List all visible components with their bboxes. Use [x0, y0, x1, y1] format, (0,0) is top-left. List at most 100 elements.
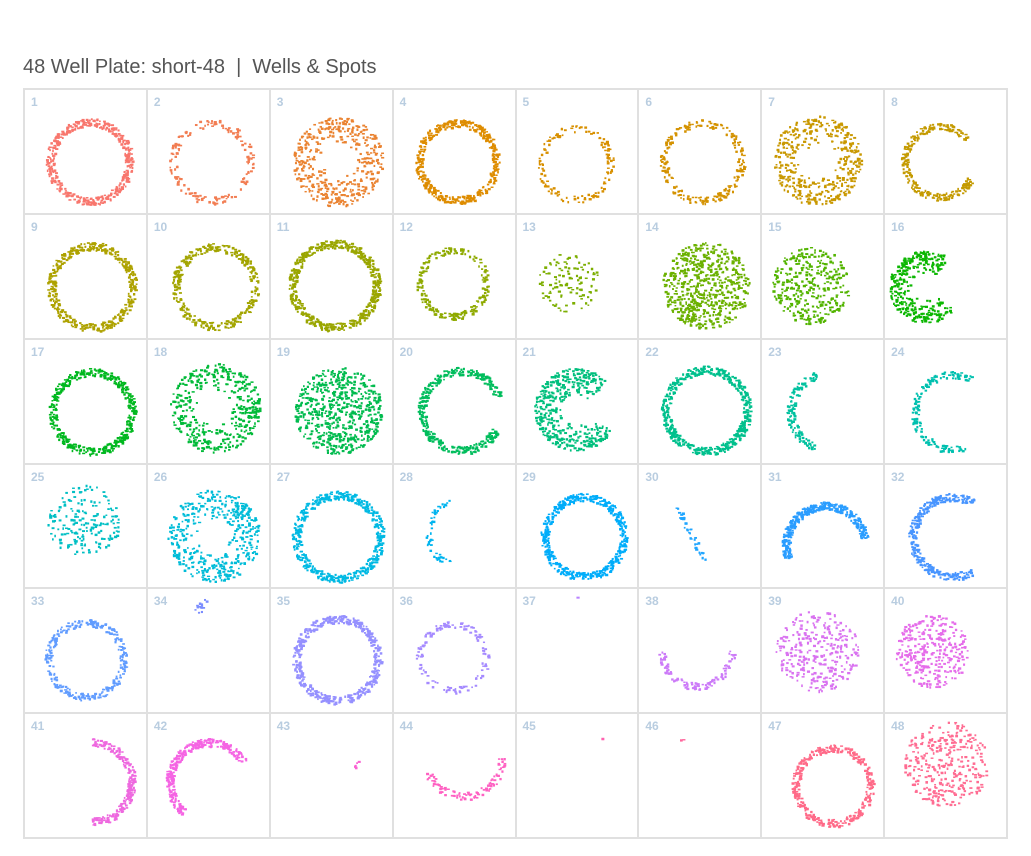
- spot: [247, 260, 249, 264]
- spot: [61, 253, 64, 257]
- spot: [338, 191, 341, 194]
- spot: [950, 193, 953, 197]
- spot: [463, 311, 466, 315]
- spot: [787, 180, 790, 183]
- spot: [83, 203, 85, 206]
- spot: [58, 189, 62, 192]
- spot: [905, 148, 909, 151]
- spot: [60, 182, 63, 185]
- spot: [448, 196, 451, 199]
- spot: [900, 295, 903, 298]
- spot: [98, 244, 101, 247]
- spot: [548, 136, 551, 139]
- spot: [114, 190, 117, 194]
- spot: [794, 318, 798, 322]
- spot: [233, 319, 236, 323]
- spot: [836, 281, 840, 285]
- spot: [734, 304, 738, 307]
- spot: [699, 279, 702, 282]
- spot: [175, 177, 178, 180]
- spot: [314, 320, 318, 323]
- spot: [302, 258, 305, 261]
- spot: [493, 180, 496, 183]
- spot: [478, 190, 481, 193]
- spot: [734, 289, 737, 292]
- spot: [134, 288, 137, 292]
- spot: [688, 304, 692, 307]
- spot: [322, 324, 326, 326]
- spot: [919, 194, 922, 197]
- spot: [732, 268, 735, 271]
- spot: [82, 122, 86, 125]
- spot: [362, 192, 365, 195]
- spot: [311, 317, 315, 320]
- spot: [377, 162, 380, 165]
- spot: [376, 295, 379, 298]
- spot: [590, 284, 593, 287]
- spot: [311, 174, 315, 176]
- spot: [126, 165, 129, 168]
- spot: [906, 161, 911, 164]
- spot: [797, 148, 800, 150]
- spot: [807, 146, 811, 149]
- spot: [541, 169, 545, 172]
- spot: [686, 125, 690, 128]
- spot: [128, 160, 131, 163]
- spot: [380, 152, 384, 155]
- spot: [295, 259, 299, 262]
- spot: [376, 172, 380, 175]
- spot: [294, 295, 298, 299]
- spot: [376, 180, 379, 183]
- spot: [57, 260, 61, 263]
- spot: [580, 195, 583, 198]
- spot: [52, 163, 56, 167]
- spot: [189, 258, 193, 260]
- spot: [249, 260, 252, 263]
- spot: [839, 260, 843, 264]
- spot: [485, 140, 489, 142]
- spot: [307, 250, 311, 253]
- spot: [668, 298, 673, 302]
- spot: [683, 310, 687, 314]
- spot: [56, 306, 59, 309]
- spot: [837, 125, 841, 129]
- spot: [826, 255, 830, 258]
- spot: [780, 297, 783, 299]
- spot: [846, 149, 850, 152]
- spot: [666, 295, 670, 298]
- spot: [52, 265, 55, 267]
- spot: [672, 311, 675, 313]
- spot: [962, 132, 964, 135]
- spot: [798, 133, 801, 137]
- spot: [108, 324, 112, 326]
- spot: [742, 170, 746, 173]
- spot: [67, 123, 71, 127]
- spot: [93, 323, 97, 326]
- spot: [447, 251, 449, 254]
- spot: [719, 325, 723, 328]
- spot: [312, 197, 315, 201]
- spot: [449, 249, 452, 253]
- spot: [849, 138, 853, 140]
- spot: [64, 133, 68, 136]
- spot: [355, 125, 359, 127]
- well-spots-4: [414, 119, 501, 205]
- spot: [308, 180, 311, 183]
- spot: [713, 308, 717, 310]
- spot: [939, 125, 942, 127]
- spot: [85, 202, 88, 205]
- spot: [452, 312, 456, 316]
- well-spots-13: [538, 253, 599, 313]
- spot: [230, 251, 234, 254]
- spot: [126, 171, 130, 174]
- spot: [969, 180, 973, 183]
- spot: [368, 264, 372, 266]
- spot: [311, 157, 315, 161]
- spot: [684, 274, 688, 277]
- spot: [706, 311, 710, 314]
- spot: [811, 122, 815, 126]
- spot: [351, 245, 354, 248]
- spot: [698, 264, 702, 267]
- spot: [225, 250, 228, 253]
- spot: [450, 126, 454, 130]
